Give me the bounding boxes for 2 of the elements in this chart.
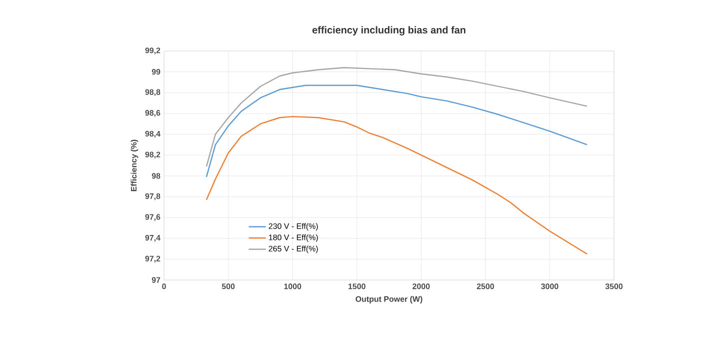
line-series xyxy=(206,116,588,255)
chart-title: efficiency including bias and fan xyxy=(312,26,466,36)
